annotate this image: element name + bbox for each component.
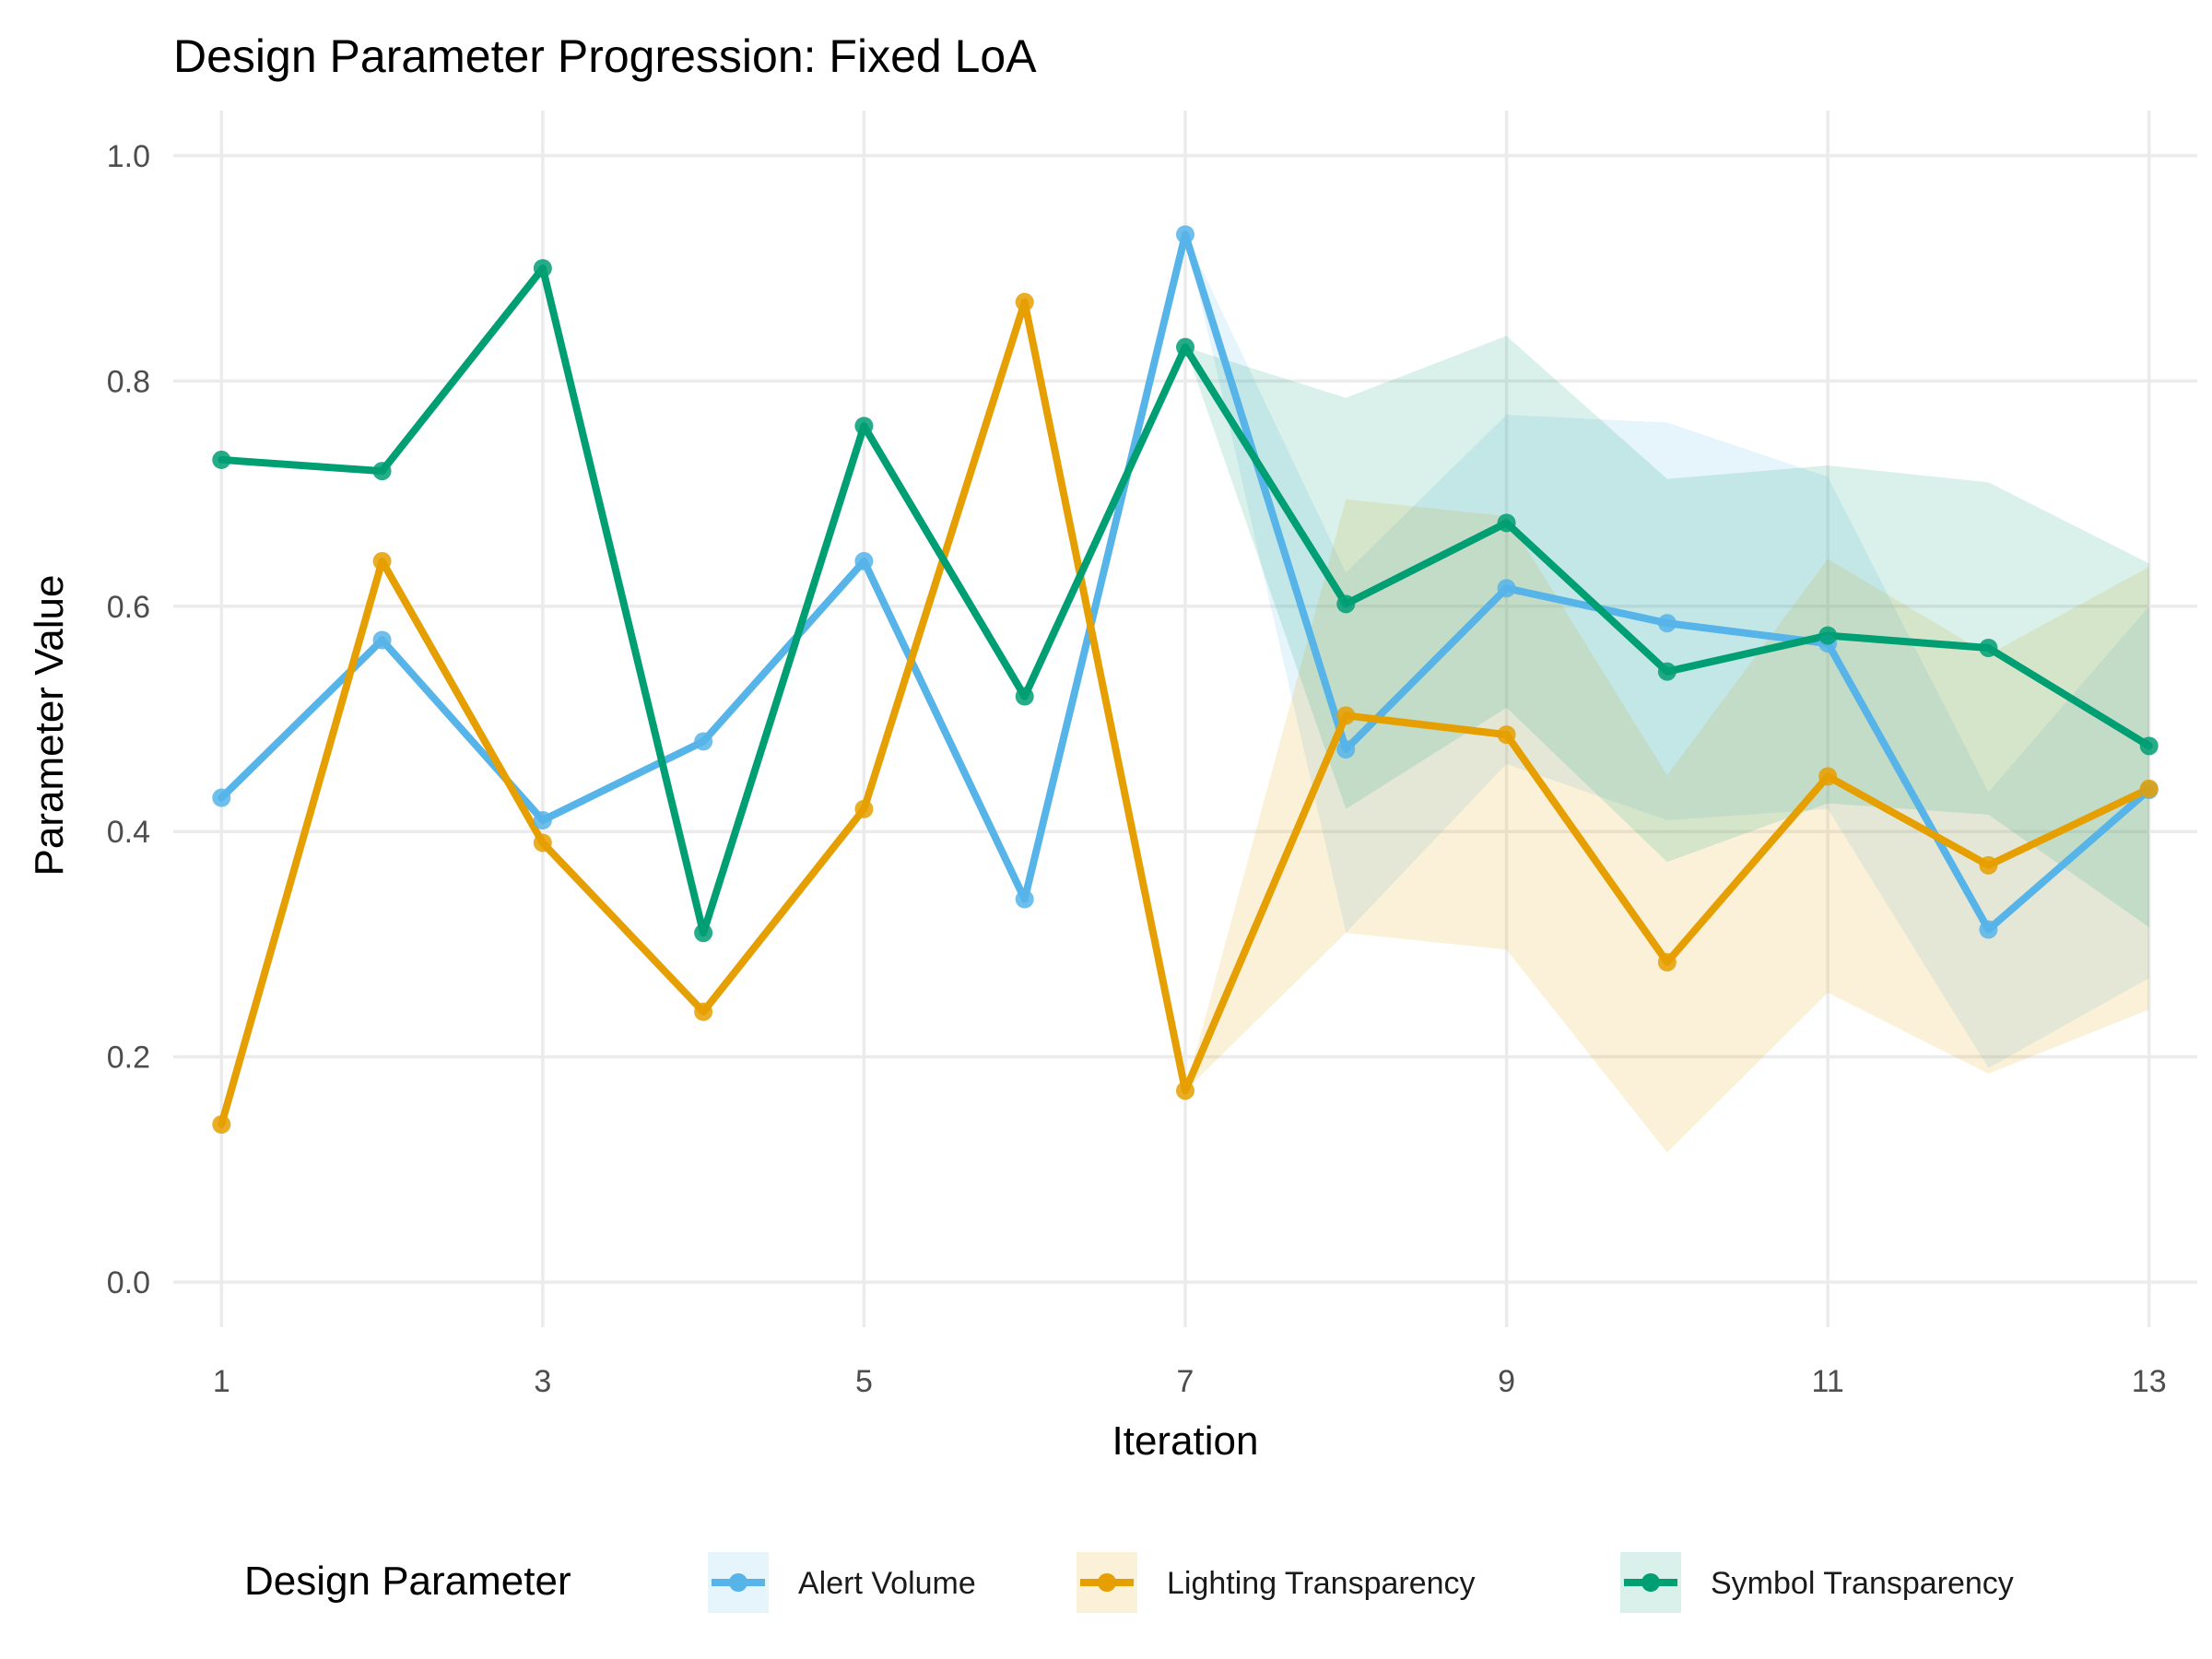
data-point [1176,1081,1194,1100]
legend-key-point [1641,1573,1660,1592]
y-tick-label: 0.2 [107,1041,150,1076]
grid [173,111,2197,1327]
legend-title: Design Parameter [244,1559,571,1604]
x-tick-label: 1 [213,1364,230,1399]
data-point [1979,855,1998,875]
data-point [1657,662,1677,681]
legend-label: Symbol Transparency [1711,1566,2014,1601]
x-tick-label: 5 [855,1364,873,1399]
data-point [1015,687,1034,706]
data-point [1657,953,1677,971]
data-point [694,924,713,943]
data-point [212,450,231,469]
y-axis-title: Parameter Value [27,575,72,877]
data-point [1336,594,1356,614]
x-axis-title: Iteration [1112,1418,1259,1464]
data-point [212,1115,231,1134]
data-point [1497,725,1516,745]
data-point [212,788,231,807]
y-tick-label: 0.4 [107,815,150,850]
y-tick-label: 1.0 [107,139,150,174]
data-point [1979,639,1998,657]
legend-label: Alert Volume [798,1566,976,1601]
band-lighting-transparency [1185,499,2149,1153]
legend-item-alert-volume: Alert Volume [708,1552,976,1613]
data-point [533,811,552,830]
band-alert-volume [1185,234,2149,1068]
data-point [694,1002,713,1021]
series-points [212,225,2159,1134]
x-tick-label: 9 [1498,1364,1515,1399]
legend-key-point [1098,1573,1116,1592]
data-point [854,799,874,818]
y-tick-label: 0.0 [107,1265,150,1300]
data-point [1818,767,1838,786]
data-point [854,417,874,436]
legend-key-point [729,1573,747,1592]
data-point [2139,736,2159,756]
data-point [1015,292,1034,312]
x-tick-label: 7 [1177,1364,1194,1399]
data-point [1657,614,1677,633]
data-point [372,462,392,481]
x-tick-label: 3 [534,1364,551,1399]
axis-ticks: 1 3 5 7 9 11 130.00.20.40.60.81.0 [107,139,2167,1399]
data-point [2139,779,2159,798]
data-point [1176,225,1194,244]
data-point [533,833,552,853]
legend-item-symbol-transparency: Symbol Transparency [1620,1552,2014,1613]
data-point [1497,579,1516,598]
x-tick-label: 13 [2132,1364,2167,1399]
chart-title: Design Parameter Progression: Fixed LoA [173,30,1037,82]
x-tick-label: 11 [1811,1364,1843,1399]
data-point [1336,740,1356,759]
data-point [1818,626,1838,645]
data-point [1497,513,1516,533]
data-point [854,551,874,571]
data-point [1336,706,1356,725]
data-point [372,630,392,650]
data-point [372,551,392,571]
data-point [1176,337,1194,357]
legend-item-lighting-transparency: Lighting Transparency [1077,1552,1476,1613]
data-point [1015,889,1034,909]
y-tick-label: 0.8 [107,364,150,399]
data-point [694,732,713,751]
legend-label: Lighting Transparency [1167,1566,1476,1601]
y-tick-label: 0.6 [107,590,150,625]
legend: Design Parameter Alert Volume Lighting Tr… [244,1552,2014,1613]
data-point [533,259,552,278]
data-point [1979,920,1998,939]
